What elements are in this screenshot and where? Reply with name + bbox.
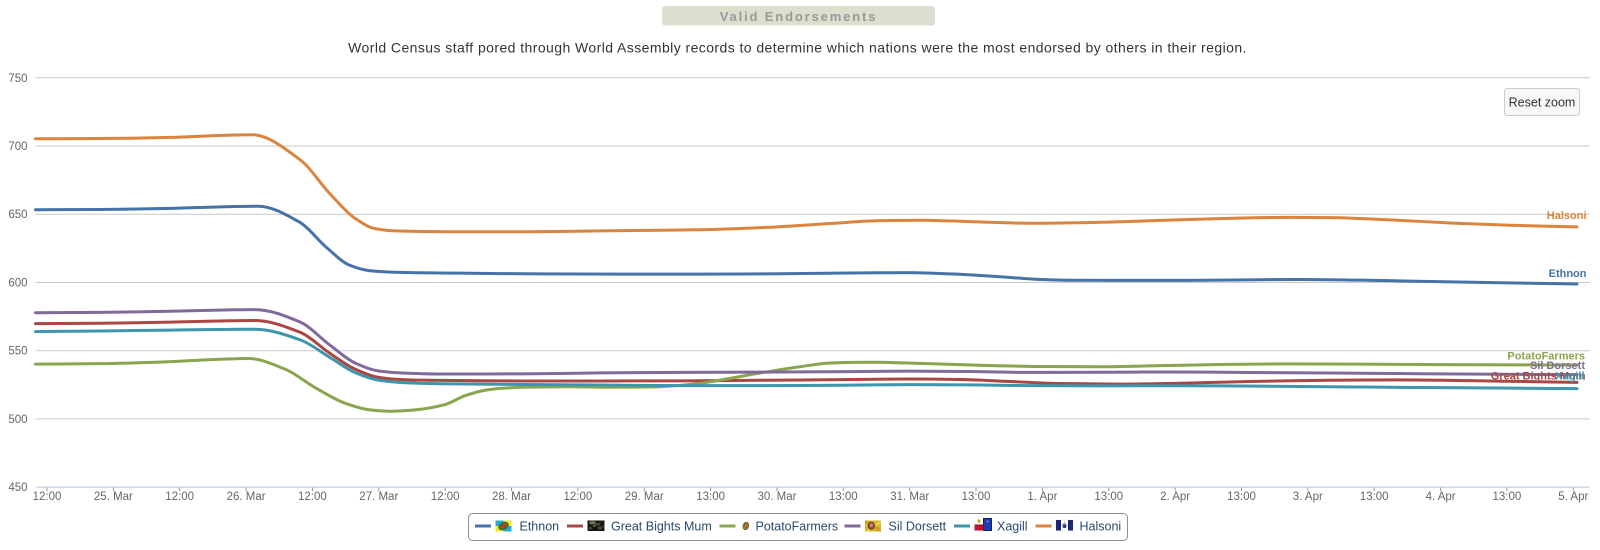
svg-text:13:00: 13:00 (962, 491, 991, 503)
svg-text:13:00: 13:00 (1493, 491, 1522, 503)
svg-text:Sil Dorsett: Sil Dorsett (1530, 360, 1585, 372)
svg-text:31. Mar: 31. Mar (890, 491, 929, 503)
svg-text:25. Mar: 25. Mar (94, 491, 133, 503)
svg-text:PotatoFarmers: PotatoFarmers (1507, 351, 1585, 363)
svg-text:4. Apr: 4. Apr (1426, 491, 1456, 503)
svg-text:2. Apr: 2. Apr (1160, 491, 1190, 503)
svg-text:Valid Endorsements: Valid Endorsements (720, 9, 878, 24)
svg-text:PotatoFarmers: PotatoFarmers (756, 519, 839, 533)
svg-text:1. Apr: 1. Apr (1027, 491, 1057, 503)
svg-text:30. Mar: 30. Mar (758, 491, 797, 503)
svg-text:Xagill: Xagill (997, 519, 1028, 533)
svg-text:13:00: 13:00 (1360, 491, 1389, 503)
svg-text:27. Mar: 27. Mar (359, 491, 398, 503)
svg-text:12:00: 12:00 (165, 491, 194, 503)
svg-text:Halsoni: Halsoni (1080, 519, 1122, 533)
svg-text:5. Apr: 5. Apr (1558, 491, 1588, 503)
svg-text:26. Mar: 26. Mar (227, 491, 266, 503)
svg-text:3. Apr: 3. Apr (1293, 491, 1323, 503)
svg-text:650: 650 (8, 209, 27, 221)
svg-text:13:00: 13:00 (696, 491, 725, 503)
svg-text:Ethnon: Ethnon (1549, 268, 1587, 280)
svg-text:Great Bights Mum: Great Bights Mum (611, 519, 712, 533)
svg-text:12:00: 12:00 (33, 491, 62, 503)
svg-text:Halsoni: Halsoni (1547, 210, 1587, 222)
svg-text:12:00: 12:00 (564, 491, 593, 503)
svg-text:28. Mar: 28. Mar (492, 491, 531, 503)
svg-text:Great Bights Mum: Great Bights Mum (1491, 370, 1586, 382)
svg-text:700: 700 (8, 141, 27, 153)
svg-text:13:00: 13:00 (1094, 491, 1123, 503)
svg-text:Ethnon: Ethnon (520, 519, 560, 533)
svg-text:Reset zoom: Reset zoom (1509, 96, 1576, 110)
svg-text:600: 600 (8, 278, 27, 290)
svg-text:Xagill: Xagill (1555, 370, 1584, 382)
svg-text:450: 450 (8, 482, 27, 494)
svg-text:Sil Dorsett: Sil Dorsett (889, 519, 947, 533)
svg-text:13:00: 13:00 (829, 491, 858, 503)
svg-text:World Census staff pored throu: World Census staff pored through World A… (348, 40, 1247, 56)
svg-text:500: 500 (8, 414, 27, 426)
svg-text:13:00: 13:00 (1227, 491, 1256, 503)
svg-text:29. Mar: 29. Mar (625, 491, 664, 503)
svg-text:12:00: 12:00 (431, 491, 460, 503)
svg-text:750: 750 (8, 73, 27, 85)
svg-text:12:00: 12:00 (298, 491, 327, 503)
svg-text:550: 550 (8, 346, 27, 358)
